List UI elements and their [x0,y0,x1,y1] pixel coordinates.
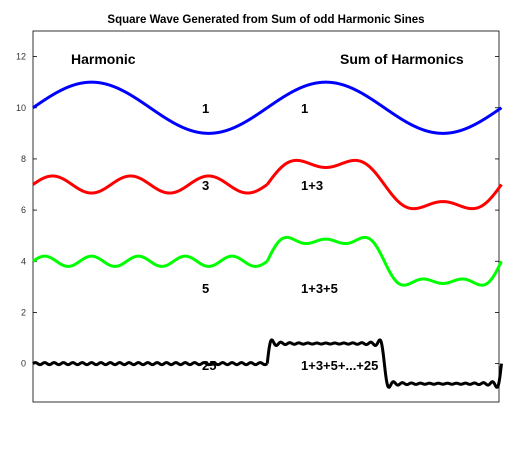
series-label-sum: 1+3+5+...+25 [301,358,378,373]
series-label-harmonic: 25 [202,358,216,373]
y-tick-label: 4 [21,256,26,266]
y-tick-label: 2 [21,307,26,317]
series-line-sum-1 [266,80,503,135]
y-tick-label: 12 [16,52,26,62]
chart-title: Square Wave Generated from Sum of odd Ha… [107,14,424,26]
series-line-sum-1-3-5 [265,235,503,287]
y-tick-label: 8 [21,154,26,164]
series-label-sum: 1 [301,101,308,116]
plot-area-frame [32,30,500,403]
series-label-harmonic: 3 [202,178,209,193]
series-label-sum: 1+3+5 [301,281,338,296]
series-curves [31,80,503,389]
series-line-harmonic-25 [31,361,269,367]
column-label-harmonic: Harmonic [71,51,136,67]
y-tick-label: 0 [21,359,26,369]
series-line-sum-1-3 [266,158,503,211]
series-line-harmonic-1 [31,80,269,135]
y-axis-ticks: 0 2 4 6 8 10 12 [16,52,499,369]
series-label-harmonic: 1 [202,101,209,116]
y-tick-label: 10 [16,103,26,113]
series-line-harmonic-3 [31,174,269,195]
series-labels: 1 3 5 25 1 1+3 1+3+5 1+3+5+...+25 [202,101,378,373]
column-label-sum-of-harmonics: Sum of Harmonics [340,51,464,67]
series-line-sum-1-3-5-25 [265,338,503,389]
series-line-harmonic-5 [31,254,269,268]
series-label-sum: 1+3 [301,178,323,193]
y-tick-label: 6 [21,205,26,215]
series-label-harmonic: 5 [202,281,209,296]
